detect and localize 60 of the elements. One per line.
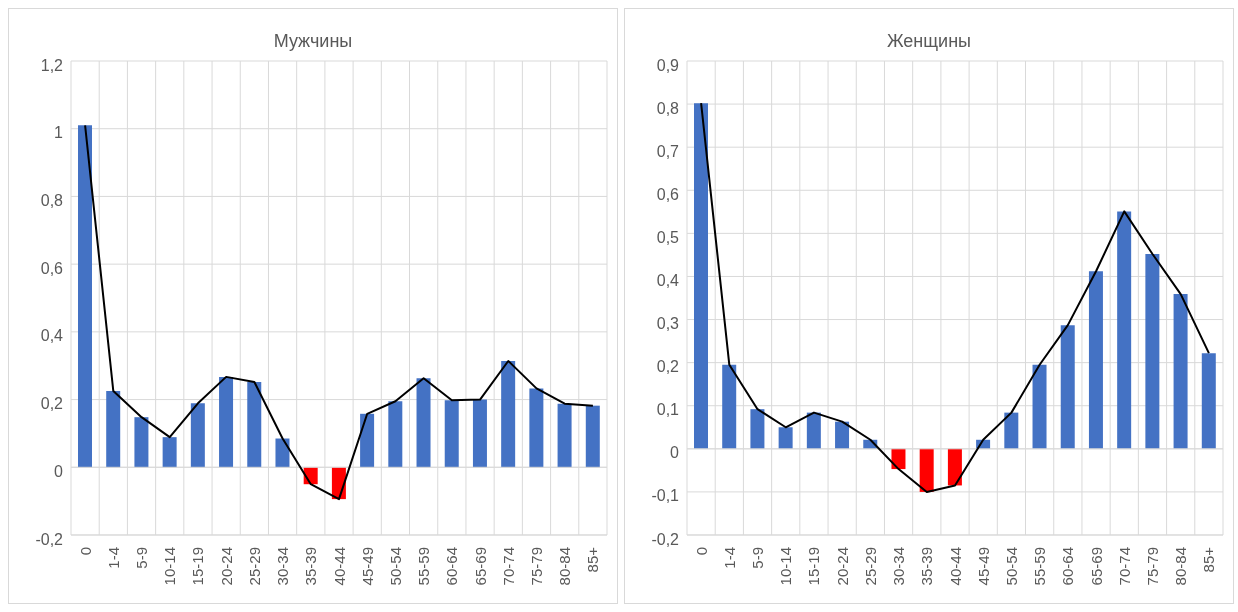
- y-tick-label: 1,2: [40, 56, 64, 74]
- x-tick-label: 10-14: [777, 547, 795, 586]
- x-tick-label: 40-44: [946, 547, 964, 586]
- x-tick-label: 1-4: [720, 547, 738, 569]
- x-tick-label: 50-54: [386, 547, 404, 586]
- x-tick-label: 80-84: [556, 547, 574, 586]
- y-tick-label: 0,2: [656, 358, 680, 376]
- x-tick-label: 5-9: [749, 547, 767, 569]
- x-tick-label: 20-24: [217, 547, 235, 586]
- x-tick-label: 25-29: [861, 547, 879, 586]
- y-tick-label: -0,1: [651, 487, 680, 505]
- y-tick-label: -0,2: [35, 530, 64, 548]
- y-tick-label: 0,1: [656, 401, 680, 419]
- x-tick-label: 40-44: [330, 547, 348, 586]
- x-tick-label: 35-39: [302, 547, 320, 586]
- y-tick-label: 0,5: [656, 228, 680, 246]
- x-tick-label: 25-29: [245, 547, 263, 586]
- x-tick-label: 15-19: [189, 547, 207, 586]
- x-tick-label: 65-69: [471, 547, 489, 586]
- x-tick-label: 60-64: [443, 547, 461, 586]
- chart-title: Женщины: [885, 30, 973, 51]
- x-tick-label: 70-74: [1115, 547, 1133, 586]
- x-tick-label: 30-34: [890, 547, 908, 586]
- x-tick-label: 55-59: [1031, 547, 1049, 586]
- x-tick-label: 50-54: [1002, 547, 1020, 586]
- x-tick-label: 0: [76, 547, 94, 556]
- x-tick-label: 35-39: [918, 547, 936, 586]
- y-tick-label: 0,4: [656, 271, 680, 289]
- y-tick-label: 0: [54, 462, 64, 480]
- x-tick-label: 55-59: [415, 547, 433, 586]
- y-tick-label: -0,2: [651, 530, 680, 548]
- x-tick-label: 15-19: [805, 547, 823, 586]
- x-tick-label: 65-69: [1087, 547, 1105, 586]
- x-tick-label: 85+: [584, 546, 602, 573]
- x-tick-label: 80-84: [1172, 547, 1190, 586]
- y-tick-label: 1: [54, 124, 64, 142]
- x-tick-label: 45-49: [358, 547, 376, 586]
- y-tick-label: 0: [670, 444, 680, 462]
- y-tick-label: 0,4: [40, 327, 64, 345]
- y-tick-label: 0,7: [656, 142, 680, 160]
- x-tick-label: 45-49: [974, 547, 992, 586]
- x-tick-label: 10-14: [161, 547, 179, 586]
- x-tick-label: 60-64: [1059, 547, 1077, 586]
- x-tick-label: 1-4: [104, 547, 122, 569]
- x-tick-label: 30-34: [274, 547, 292, 586]
- x-tick-label: 0: [692, 547, 710, 556]
- y-tick-label: 0,2: [40, 395, 64, 413]
- x-tick-label: 5-9: [133, 547, 151, 569]
- x-tick-label: 75-79: [1143, 547, 1161, 586]
- x-tick-label: 85+: [1200, 546, 1218, 573]
- x-tick-label: 70-74: [499, 547, 517, 586]
- x-tick-label: 20-24: [833, 547, 851, 586]
- y-tick-label: 0,3: [656, 315, 680, 333]
- y-tick-label: 0,9: [656, 56, 680, 74]
- x-tick-label: 75-79: [527, 547, 545, 586]
- y-tick-label: 0,6: [656, 185, 680, 203]
- y-tick-label: 0,6: [40, 259, 64, 277]
- chart-title: Мужчины: [272, 30, 354, 51]
- y-tick-label: 0,8: [656, 99, 680, 117]
- y-tick-label: 0,8: [40, 191, 64, 209]
